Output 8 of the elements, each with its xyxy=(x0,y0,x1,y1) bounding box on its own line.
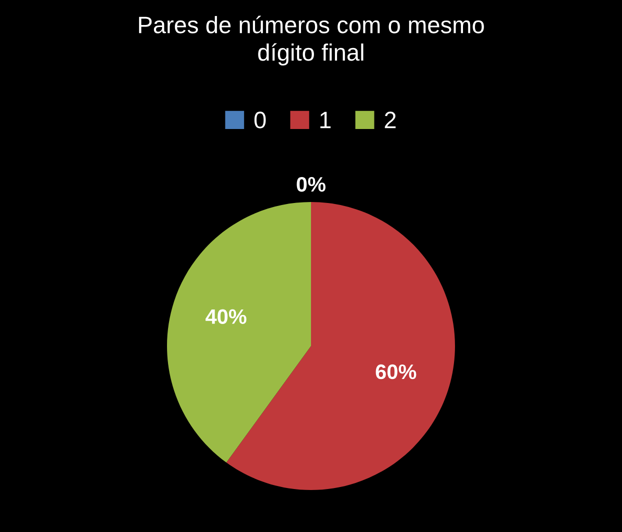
data-label: 60% xyxy=(376,364,416,380)
pie-slice xyxy=(167,202,311,462)
legend-label: 0 xyxy=(254,112,266,128)
chart-title: Pares de números com o mesmo dígito final xyxy=(139,16,484,66)
text: 0% xyxy=(296,177,326,192)
data-label: 40% xyxy=(206,309,246,324)
legend-label: 1 xyxy=(320,112,331,128)
legend-label: 2 xyxy=(384,112,396,128)
